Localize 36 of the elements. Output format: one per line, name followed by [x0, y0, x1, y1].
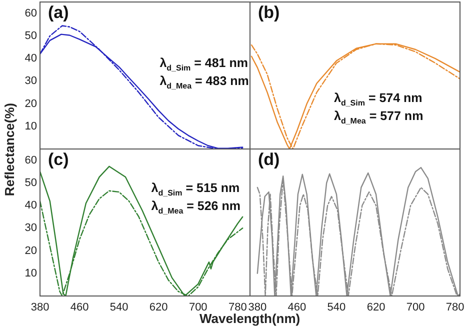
- x-tick-label: 380: [30, 302, 50, 314]
- chart-title: (a): [48, 3, 69, 22]
- annotation: λ$_{d_Sim}$ = 515 nm: [151, 180, 240, 198]
- y-axis-title: Reflectance(%): [2, 102, 17, 196]
- annotation: λ$_{d_Sim}$ = 481 nm: [160, 56, 248, 72]
- y-tick-label: 60: [24, 7, 37, 20]
- chart-title: (c): [48, 150, 69, 170]
- y-tick-label: 10: [24, 267, 37, 280]
- annotation: λ$_{d_Mea}$ = 526 nm: [151, 198, 240, 218]
- y-tick-label: 20: [24, 244, 37, 257]
- x-tick-label: 620: [366, 302, 386, 314]
- y-tick-label: 50: [24, 30, 37, 42]
- x-tick-label: 620: [149, 302, 168, 314]
- y-tick-label: 30: [24, 75, 37, 88]
- x-tick-label: 540: [110, 302, 128, 314]
- annotation: λ$_{d_Sim}$ = 574 nm: [334, 90, 422, 108]
- x-tick-label: 700: [406, 302, 425, 314]
- chart-title: (d): [258, 150, 280, 170]
- chart-title: (b): [258, 3, 280, 22]
- x-tick-label: 780: [446, 302, 464, 314]
- y-tick-label: 50: [24, 176, 37, 189]
- x-tick-label: 380: [248, 302, 267, 314]
- x-tick-label: 460: [288, 302, 306, 314]
- x-axis-title: Wavelength(nm): [200, 311, 300, 326]
- y-tick-label: 20: [24, 98, 37, 110]
- x-tick-label: 540: [327, 302, 346, 314]
- y-tick-label: 10: [24, 120, 37, 132]
- y-tick-label: 40: [24, 200, 37, 212]
- x-tick-label: 460: [70, 302, 89, 314]
- x-tick-label: 780: [228, 302, 247, 314]
- annotation: λ$_{d_Mea}$ = 577 nm: [334, 108, 424, 128]
- x-tick-label: 700: [188, 302, 208, 314]
- y-tick-label: 30: [24, 222, 37, 234]
- annotation: λ$_{d_Mea}$ = 483 nm: [160, 72, 249, 92]
- y-tick-label: 60: [24, 154, 37, 166]
- y-tick-label: 40: [24, 52, 37, 65]
